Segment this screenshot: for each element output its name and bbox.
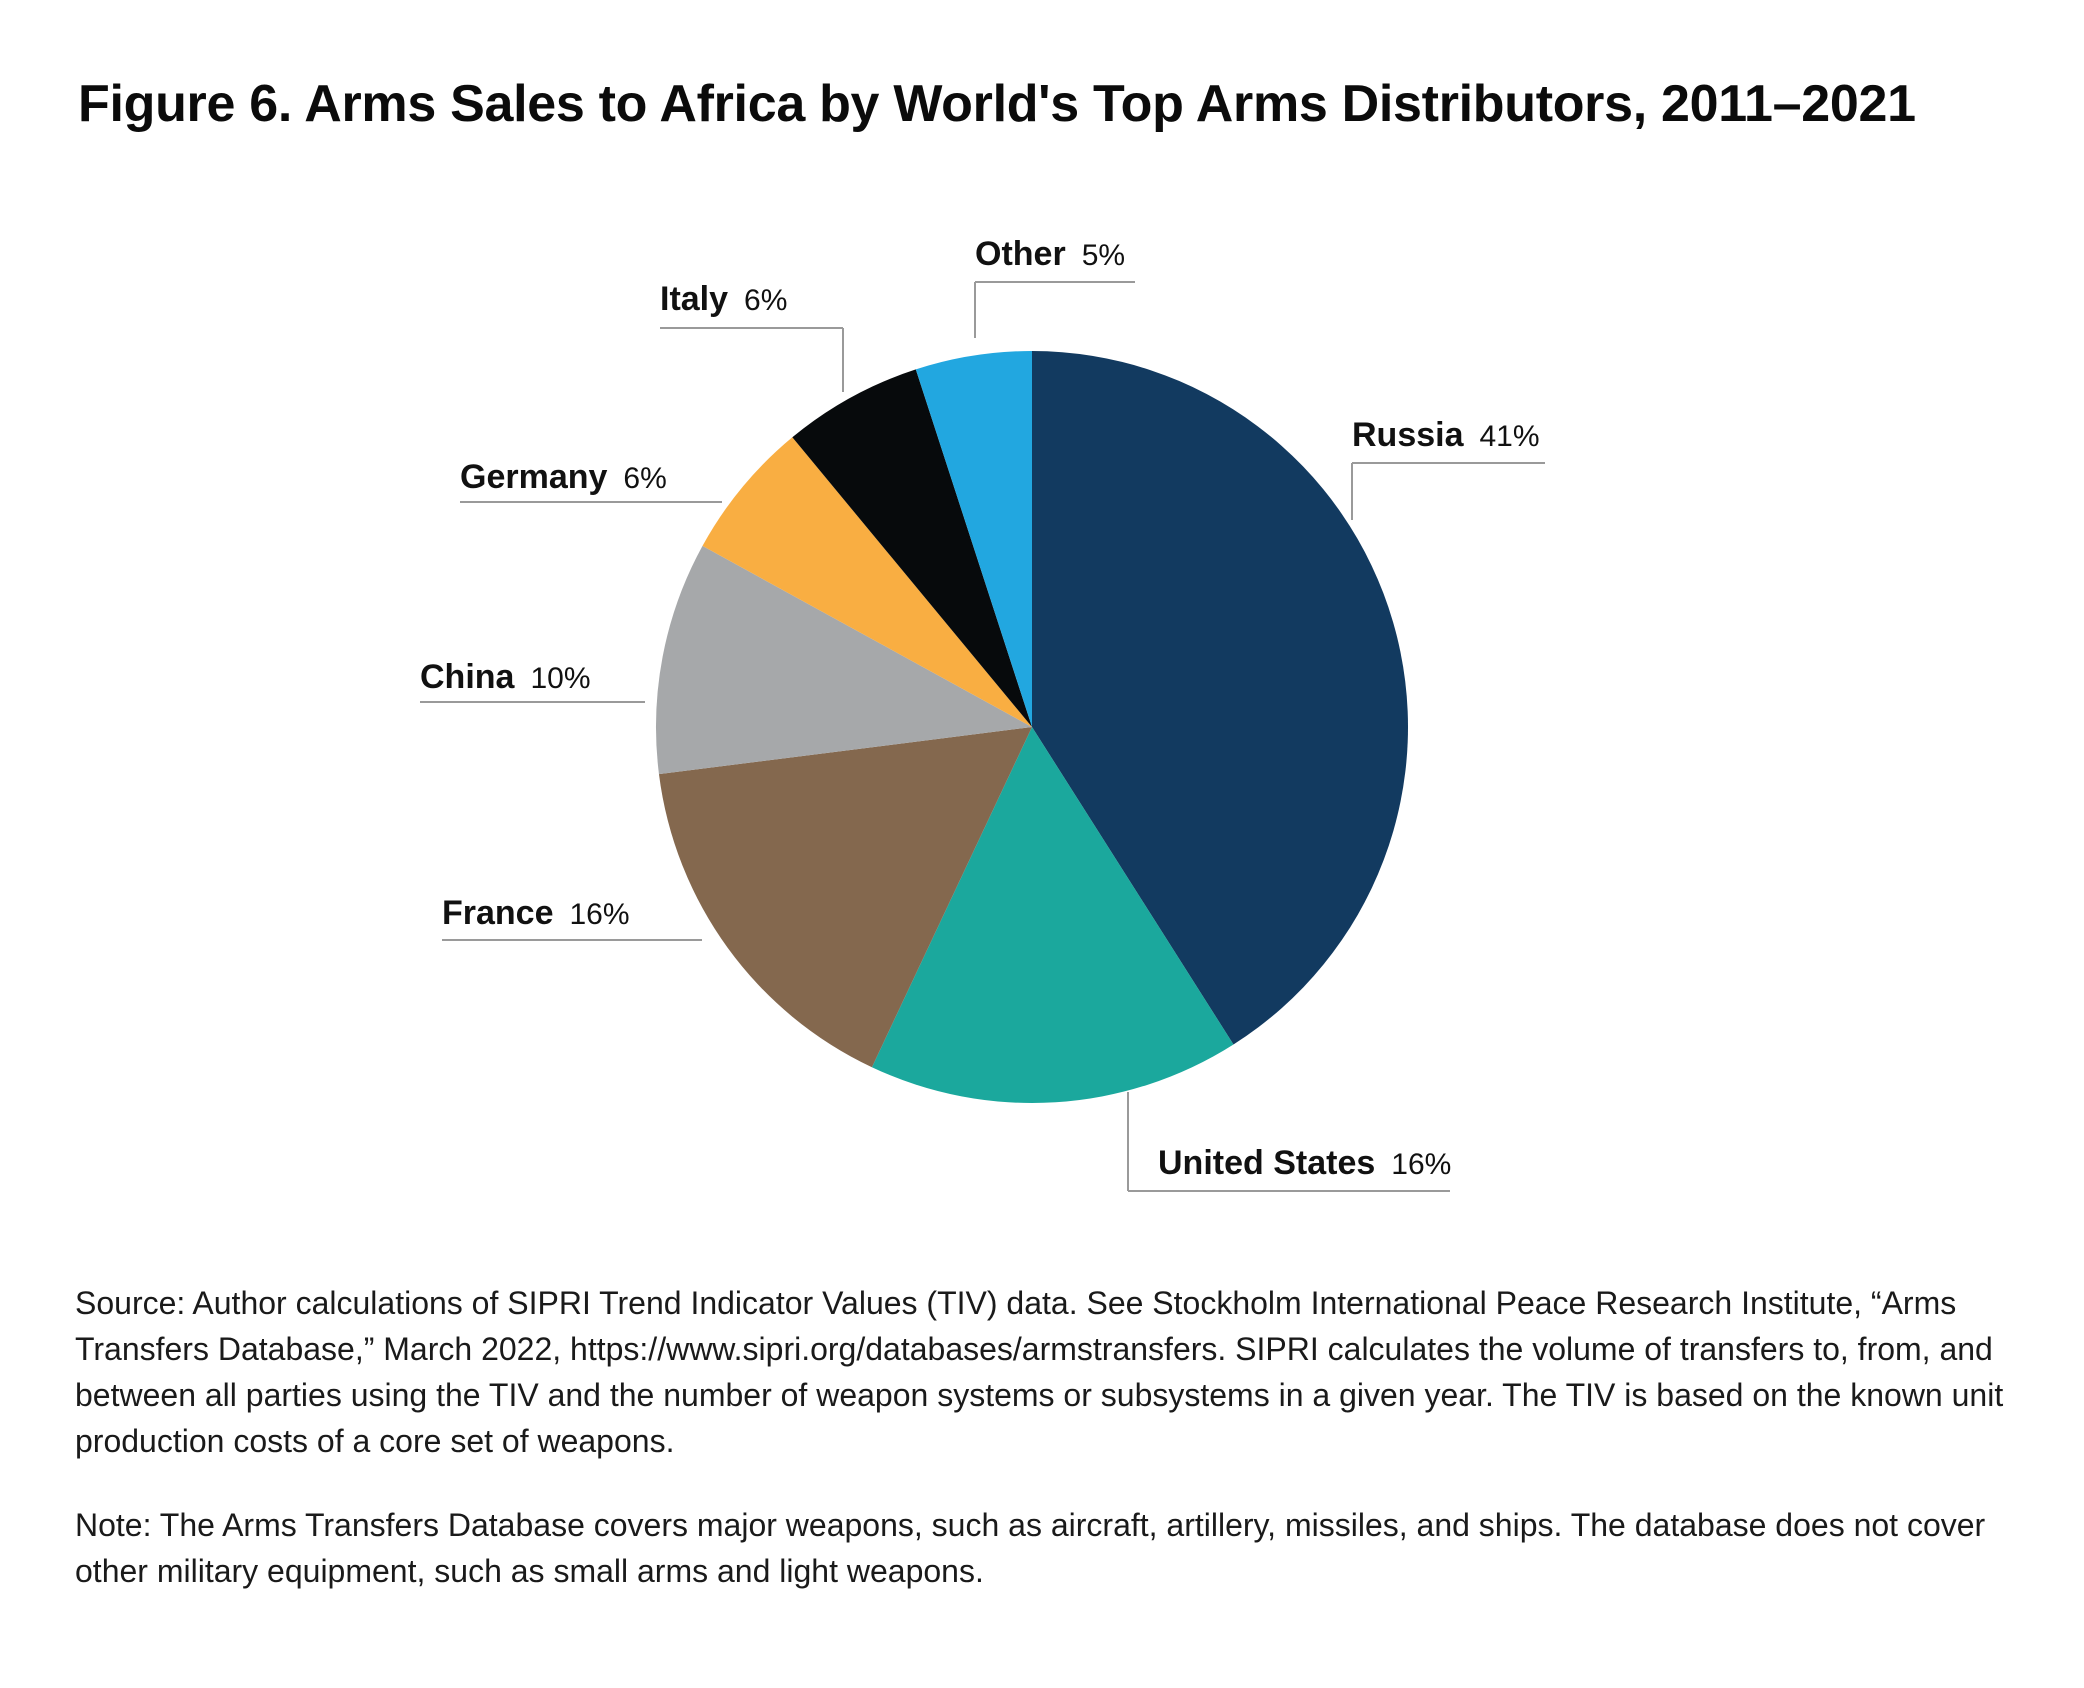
slice-label-united-states: United States 16% xyxy=(1158,1144,1451,1182)
slice-label-value-italy: 6% xyxy=(744,284,787,317)
database-note: Note: The Arms Transfers Database covers… xyxy=(75,1507,1986,1589)
pie-slice-china xyxy=(655,545,1032,775)
pie-slice-france xyxy=(658,727,1032,1068)
slice-label-russia: Russia 41% xyxy=(1352,416,1540,454)
slice-label-name-russia: Russia xyxy=(1352,416,1465,454)
slice-label-name-italy: Italy xyxy=(660,280,728,318)
pie-slice-germany xyxy=(702,437,1032,727)
pie-slice-other xyxy=(915,351,1032,727)
slice-label-france: France 16% xyxy=(442,894,630,932)
slice-label-other: Other 5% xyxy=(975,235,1125,273)
pie-labels: Russia 41% United States 16% France 16% China 1… xyxy=(420,235,1545,1192)
slice-label-name-china: China xyxy=(420,658,516,696)
slice-label-name-united-states: United States xyxy=(1158,1144,1375,1182)
pie-slice-italy xyxy=(792,369,1032,727)
slice-label-value-france: 16% xyxy=(570,898,630,931)
slice-label-value-other: 5% xyxy=(1082,239,1125,272)
slice-label-value-germany: 6% xyxy=(623,462,666,495)
source-note: Source: Author calculations of SIPRI Tre… xyxy=(75,1285,2004,1459)
slice-label-italy: Italy 6% xyxy=(660,280,787,318)
slice-label-name-other: Other xyxy=(975,235,1066,273)
slice-label-name-france: France xyxy=(442,894,554,932)
slice-label-germany: Germany 6% xyxy=(460,458,667,496)
slice-label-value-united-states: 16% xyxy=(1391,1148,1451,1181)
pie-slices xyxy=(655,351,1409,1103)
slice-label-value-china: 10% xyxy=(530,662,590,695)
slice-label-china: China 10% xyxy=(420,658,591,696)
slice-label-value-russia: 41% xyxy=(1480,420,1540,453)
slice-label-name-germany: Germany xyxy=(460,458,607,496)
chart-title: Figure 6. Arms Sales to Africa by World'… xyxy=(78,75,1916,133)
pie-slice-russia xyxy=(1032,351,1409,1045)
pie-slice-united-states xyxy=(871,727,1234,1103)
